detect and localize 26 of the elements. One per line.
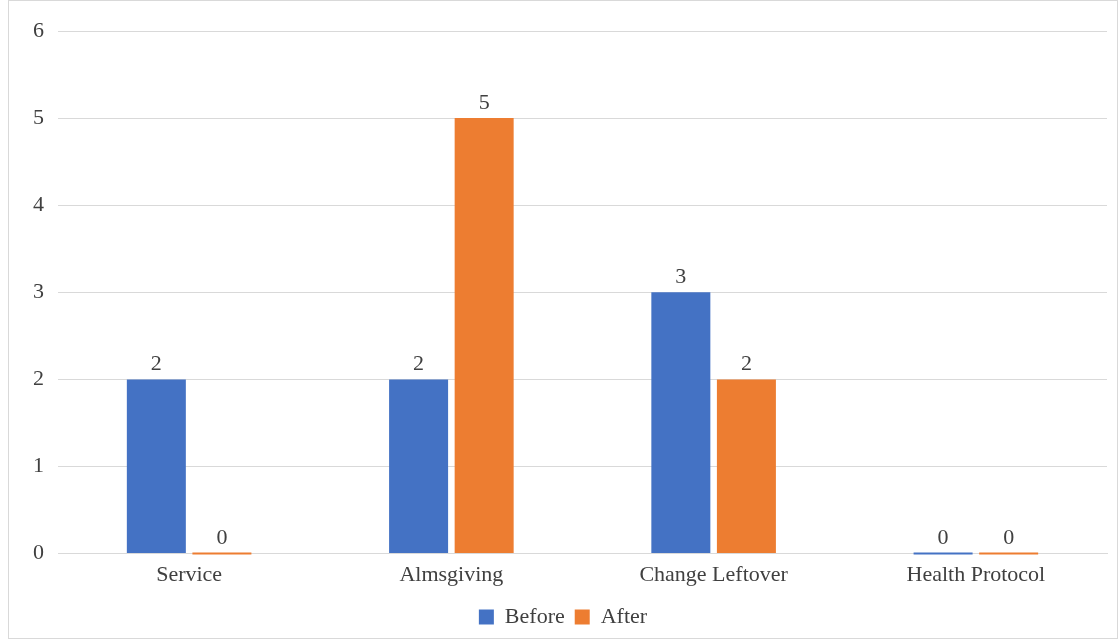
- y-tick-label: 4: [33, 190, 44, 216]
- data-label: 3: [675, 263, 687, 289]
- data-label: 2: [413, 350, 425, 376]
- data-label: 0: [1003, 524, 1015, 550]
- bar: [651, 292, 711, 554]
- x-tick-label: Almsgiving: [399, 560, 504, 586]
- legend-label: Before: [504, 602, 565, 628]
- data-label: 2: [740, 350, 752, 376]
- bar: [126, 379, 186, 554]
- x-tick-label: Change Leftover: [639, 560, 789, 586]
- data-label: 5: [478, 88, 490, 114]
- data-label: 0: [937, 524, 949, 550]
- legend-label: After: [600, 602, 648, 628]
- y-tick-label: 3: [33, 278, 44, 304]
- y-tick-label: 2: [33, 365, 44, 391]
- y-tick-label: 0: [33, 539, 44, 565]
- data-label: 0: [216, 524, 228, 550]
- x-tick-label: Service: [156, 560, 223, 586]
- bar: [454, 118, 514, 554]
- x-tick-label: Health Protocol: [906, 560, 1046, 586]
- data-label: 2: [150, 350, 162, 376]
- y-tick-label: 1: [33, 452, 44, 478]
- y-tick-label: 5: [33, 103, 44, 129]
- y-tick-label: 6: [33, 16, 44, 42]
- bar: [389, 379, 449, 554]
- bar: [716, 379, 776, 554]
